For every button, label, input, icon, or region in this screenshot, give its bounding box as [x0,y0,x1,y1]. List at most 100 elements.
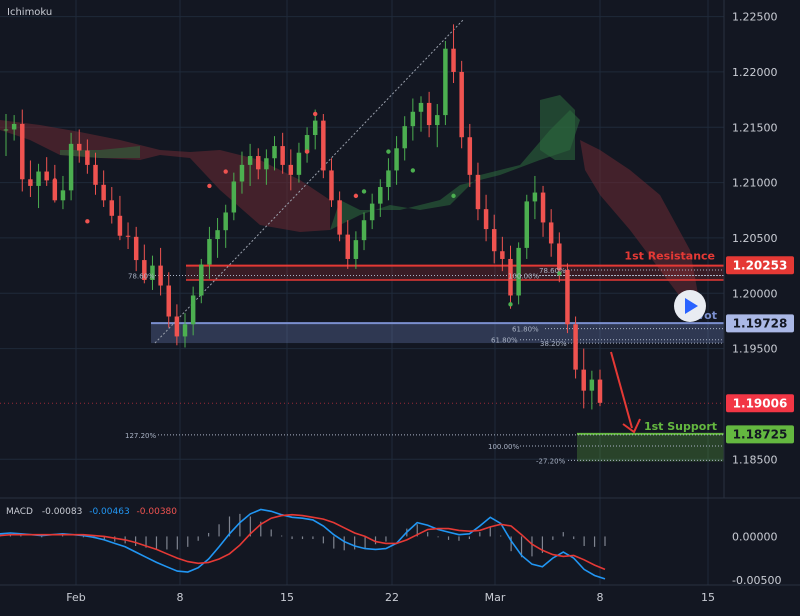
signal-line [0,513,606,571]
candle-body [475,174,481,210]
current-price-text: 1.19006 [733,396,788,410]
candle-body [288,164,294,175]
macd-tick-label: -0.00500 [732,574,781,587]
candle-body [443,48,448,116]
time-tick-label: 15 [280,591,294,604]
candle-body [557,243,562,271]
candle-body [11,123,17,130]
level-zone [577,433,724,462]
forecast-arrow [610,351,633,429]
candle-body [459,71,464,138]
cloud-area [580,140,700,310]
cloud-area [540,95,575,160]
signal-dot [386,149,391,154]
fib-label: 100.00% [508,273,539,281]
macd-label: MACD [6,507,33,517]
candle-body [597,379,603,403]
candle-body [386,170,391,188]
candle-body [36,171,41,186]
candle-body [166,285,171,317]
fib-label: 61.80% [491,337,518,345]
level-price-text: 1.18725 [733,427,788,441]
candle-body [256,156,261,170]
candle-body [573,324,578,370]
candle-body [353,240,359,259]
indicator-label: Ichimoku [7,7,52,18]
price-tick-label: 1.22500 [732,11,778,24]
candle-body [28,179,33,186]
price-tick-label: 1.20000 [732,287,778,300]
signal-dot [361,189,367,194]
level-price-badge [726,256,794,275]
candle-body [312,120,318,136]
candle-body [199,264,204,296]
fib-labels: 78.60% 100.00%78.60%61.80%61.80% 38.20%127… [125,267,567,465]
level-price-text: 1.19728 [733,316,788,330]
play-icon[interactable] [685,298,698,314]
candle-body [508,258,513,296]
candle-body [150,265,155,280]
signal-dot [304,149,310,154]
level-name-label: 1st Resistance [624,250,715,263]
candle-body [540,192,546,223]
candle-body [133,236,139,261]
macd-hist-value: -0.00380 [137,507,178,517]
macd-line [0,508,606,580]
candle-body [304,135,310,153]
level-zone [151,323,724,344]
signal-dot [85,219,90,224]
candle-body [231,181,237,213]
candle-body [369,203,375,221]
candle-body [142,260,147,280]
macd-header: MACD -0.00083 -0.00463 -0.00380 [6,507,177,517]
replay-button[interactable] [674,290,706,322]
candle-body [125,235,131,237]
price-tick-label: 1.21500 [732,121,778,134]
fib-label: 61.80% [512,326,539,334]
candle-body [52,180,58,201]
signal-dot [52,178,58,183]
candle-body [410,111,416,127]
fib-label: -27.20% [536,457,566,465]
candle-body [60,190,66,201]
candle-body [378,187,383,204]
candle-body [589,379,595,391]
candle-body [215,230,220,240]
price-tick-label: 1.21000 [732,177,778,190]
candle-body [426,102,432,126]
candle-body [548,222,554,244]
candle-body [402,126,407,149]
candle-body [418,102,424,112]
level-zone [186,265,724,280]
signal-dots [52,111,562,307]
time-tick-label: Mar [485,591,506,604]
macd-tick-label: 0.00000 [732,530,778,543]
current-price-badge [726,394,794,413]
fib-label: 100.00% [488,443,519,451]
candle-body [532,192,538,202]
price-tick-label: 1.18500 [732,453,778,466]
candle-body [223,212,228,231]
candle-body [467,137,473,175]
time-axis[interactable]: Feb 8 15 22 Mar 8 15 [66,591,715,604]
cloud-area [60,146,140,158]
level-price-badge [726,425,794,444]
price-tick-label: 1.19500 [732,343,778,356]
candle-body [264,158,269,170]
candle-body [524,201,530,248]
price-badges: 1.20253 1.19728 1.18725 1.19006 [726,256,794,444]
level-zones [0,264,724,462]
ichimoku-cloud [0,95,700,310]
candle-body [296,152,302,175]
price-axis[interactable]: 1.22500 1.22000 1.21500 1.21000 1.20500 1.200… [732,11,778,467]
time-tick-label: 8 [177,591,184,604]
level-price-badge [726,314,794,333]
candle-body [109,200,115,216]
price-tick-label: 1.22000 [732,66,778,79]
time-tick-label: 8 [597,591,604,604]
candle-body [451,48,456,72]
candle-body [491,229,497,252]
signal-dot [451,193,456,199]
